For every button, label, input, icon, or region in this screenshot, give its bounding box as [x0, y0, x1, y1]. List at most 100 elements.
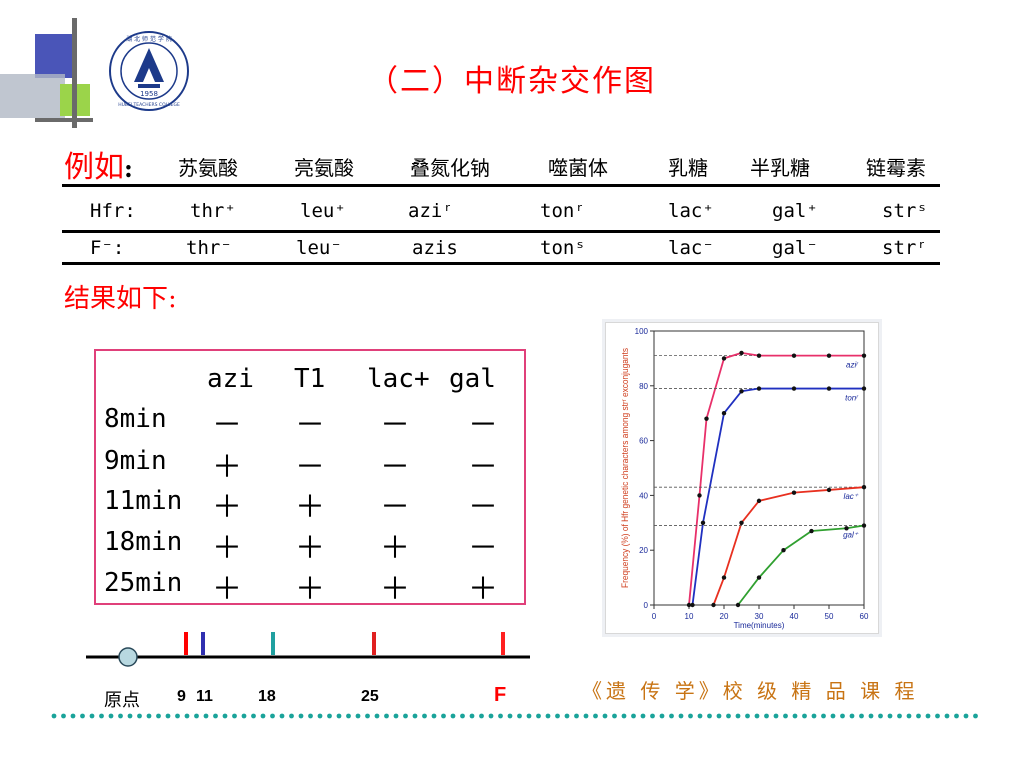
- results-sign: －: [468, 531, 498, 566]
- data-point: [721, 356, 727, 361]
- footer-dot: [507, 713, 513, 719]
- footer-dot: [403, 713, 408, 719]
- footer-dot: [374, 713, 380, 719]
- footer-dot: [279, 713, 285, 719]
- results-header: T1: [294, 364, 326, 394]
- footer-dot: [973, 713, 978, 719]
- footer-dot: [830, 713, 836, 719]
- results-sign: ＋: [380, 572, 410, 607]
- y-tick-label: 40: [639, 491, 648, 500]
- footer-dot: [431, 713, 437, 719]
- gene-map: [86, 632, 530, 667]
- example-item: 亮氨酸: [294, 156, 354, 180]
- footer-dot: [336, 713, 342, 719]
- data-point: [826, 353, 832, 358]
- data-point: [739, 350, 744, 356]
- data-point: [844, 526, 849, 531]
- results-sign: ＋: [380, 531, 410, 566]
- results-time: 11min: [104, 486, 183, 516]
- footer-dot: [450, 713, 456, 719]
- f-minus-label: F⁻:: [90, 237, 125, 259]
- data-point: [739, 520, 744, 525]
- map-end-label: F: [494, 684, 507, 706]
- data-point: [756, 353, 762, 358]
- footer-dot: [688, 713, 693, 719]
- frequency-chart: 0 20 40 60 80 100 0 10 20 30 40 50 60 Time(minutes) Fr…: [620, 327, 869, 630]
- hfr-gene: aziʳ: [408, 200, 454, 222]
- footer-dot: [526, 713, 532, 719]
- series-label: lac⁺: [844, 492, 859, 501]
- example-row: 例如:: [64, 142, 133, 186]
- series-line: [688, 352, 864, 606]
- results-sign: ＋: [212, 531, 242, 566]
- footer-dot: [631, 713, 636, 719]
- y-tick-label: 60: [639, 437, 648, 446]
- results-sign: －: [468, 408, 498, 443]
- results-sign: ＋: [212, 490, 242, 525]
- footer-dot: [118, 713, 123, 719]
- footer-dot: [241, 713, 247, 719]
- results-table: [94, 349, 526, 605]
- results-time: 8min: [104, 404, 167, 434]
- footer-dot: [517, 713, 522, 719]
- example-item: 苏氨酸: [178, 156, 238, 180]
- x-tick-label: 20: [720, 612, 729, 621]
- footer-dot: [355, 713, 361, 719]
- footer-dot: [460, 713, 465, 719]
- footer-dot: [346, 713, 351, 719]
- data-point: [721, 411, 727, 416]
- y-tick-label: 0: [644, 601, 649, 610]
- x-tick-label: 0: [652, 612, 657, 621]
- footer-dot: [564, 713, 570, 719]
- footer-dot: [488, 713, 494, 719]
- footer-dot: [127, 713, 133, 719]
- example-item: 叠氮化钠: [410, 156, 490, 180]
- data-point: [756, 386, 762, 391]
- footer-dot: [137, 713, 142, 719]
- logo-school-cn: 湖 北 师 范 学 院: [126, 35, 172, 43]
- x-tick-label: 60: [860, 612, 869, 621]
- footer-dot: [251, 713, 256, 719]
- series-label: tonʳ: [845, 394, 859, 403]
- footer-dot: [878, 713, 883, 719]
- footer-dot: [707, 713, 712, 719]
- f-minus-gene: gal⁻: [772, 237, 818, 259]
- results-time: 25min: [104, 568, 183, 598]
- footer-dot: [146, 713, 152, 719]
- data-point: [739, 389, 744, 394]
- footer-dot: [954, 713, 959, 719]
- footer-dot: [574, 713, 579, 719]
- footer-dot: [70, 713, 76, 719]
- results-sign: －: [380, 450, 410, 485]
- results-sign: ＋: [212, 450, 242, 485]
- footer-dot: [583, 713, 589, 719]
- hfr-gene: tonʳ: [540, 200, 586, 222]
- results-sign: ＋: [468, 572, 498, 607]
- footer-dot: [108, 713, 114, 719]
- footer-dot: [897, 713, 902, 719]
- footer-dot: [203, 713, 209, 719]
- y-axis-label: Frequency (%) of Hfr genetic characters …: [620, 348, 630, 588]
- hfr-gene: thr⁺: [190, 200, 236, 222]
- college-logo: 1958 湖 北 师 范 学 院 HUBEI TEACHERS COLLEGE: [109, 31, 189, 111]
- footer-dot: [916, 713, 921, 719]
- footer-dot: [545, 713, 551, 719]
- results-sign: －: [295, 408, 325, 443]
- footer-dot: [165, 713, 171, 719]
- footer-dot: [697, 713, 703, 719]
- footer-dot: [887, 713, 893, 719]
- footer-dot: [640, 713, 646, 719]
- data-point: [809, 528, 814, 534]
- data-point: [861, 386, 867, 391]
- hfr-gene: gal⁺: [772, 200, 818, 222]
- data-point: [690, 602, 695, 608]
- footer-dot: [479, 713, 484, 719]
- f-minus-gene: tonˢ: [540, 237, 586, 259]
- footer-dot: [317, 713, 323, 719]
- results-sign: －: [295, 450, 325, 485]
- corner-bar-vertical: [72, 18, 77, 128]
- x-tick-label: 30: [755, 612, 764, 621]
- divider-top: [62, 184, 940, 187]
- series-label: gal⁺: [843, 531, 859, 540]
- y-tick-label: 80: [639, 382, 648, 391]
